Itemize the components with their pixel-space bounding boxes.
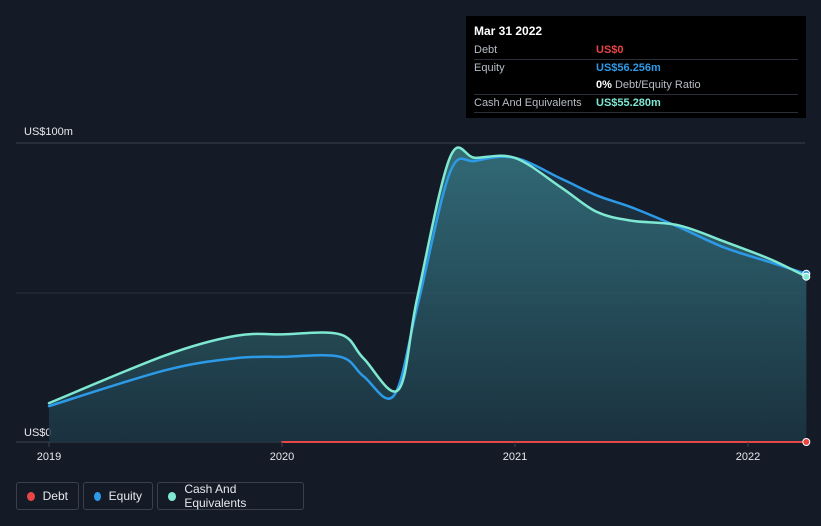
y-axis-bottom-label: US$0 — [24, 427, 52, 439]
line-equity — [47, 155, 808, 408]
legend-item-debt[interactable]: Debt — [16, 482, 79, 510]
legend-label: Cash And Equivalents — [184, 482, 247, 510]
x-tick-label: 2021 — [503, 451, 527, 463]
tooltip-value: US$0 — [596, 44, 624, 56]
legend-label: Debt — [42, 489, 68, 503]
cash-dot-icon — [168, 491, 177, 501]
tooltip-label: Cash And Equivalents — [474, 97, 582, 109]
legend-item-cash[interactable]: Cash And Equivalents — [157, 482, 304, 510]
x-tick-label: 2019 — [37, 451, 61, 463]
legend-label: Equity — [108, 489, 142, 503]
debt-dot-icon — [27, 491, 35, 501]
tooltip-row-equity: Equity US$56.256m — [474, 60, 798, 77]
equity-dot-icon — [94, 491, 101, 501]
tooltip-date: Mar 31 2022 — [474, 24, 543, 38]
tooltip-label: Debt — [474, 44, 498, 56]
marker-debt — [802, 438, 811, 446]
legend-item-equity[interactable]: Equity — [83, 482, 153, 510]
marker-cash-and-equivalents — [802, 272, 811, 281]
tooltip-row-ratio: 0% Debt/Equity Ratio — [474, 77, 798, 95]
tooltip-label — [474, 77, 596, 94]
x-tick-label: 2020 — [270, 451, 294, 463]
line-cash-and-equivalents — [47, 146, 808, 405]
x-tick-label: 2022 — [736, 451, 760, 463]
tooltip-value: US$56.256m — [596, 62, 661, 74]
y-axis-top-label: US$100m — [24, 126, 73, 138]
tooltip-value: US$55.280m — [596, 97, 661, 109]
tooltip-row-debt: Debt US$0 — [474, 42, 798, 60]
tooltip: Mar 31 2022 Debt US$0 Equity US$56.256m … — [466, 16, 806, 118]
ratio-suffix: Debt/Equity Ratio — [614, 79, 701, 91]
tooltip-row-cash: Cash And Equivalents US$55.280m — [474, 95, 798, 113]
tooltip-label: Equity — [474, 62, 505, 74]
ratio-value: 0% — [596, 79, 612, 91]
area-equity — [49, 156, 807, 443]
tooltip-value: 0% Debt/Equity Ratio — [596, 77, 701, 94]
